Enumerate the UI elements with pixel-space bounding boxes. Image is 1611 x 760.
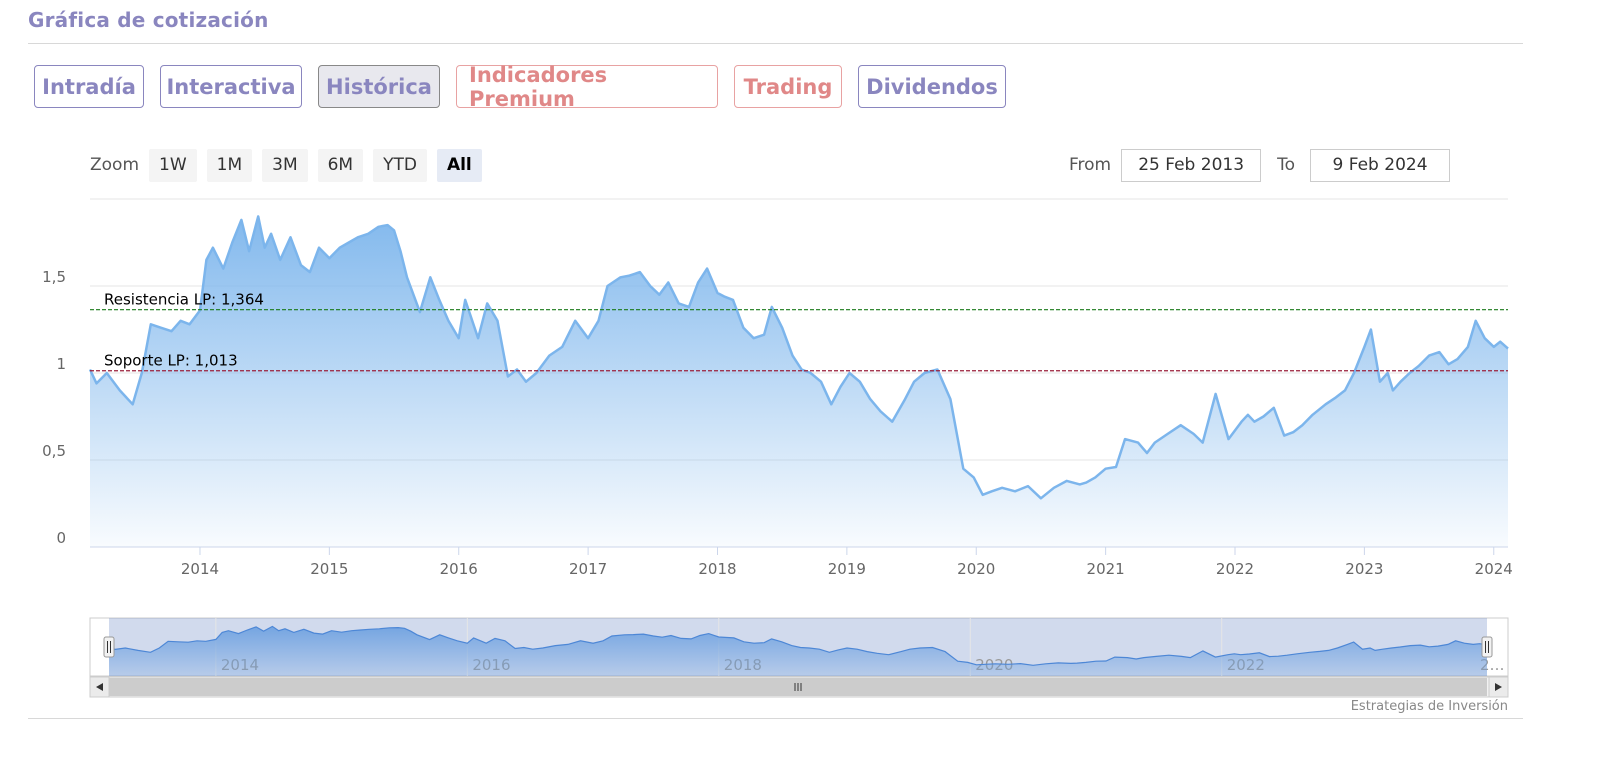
navigator-left-handle[interactable] — [103, 636, 115, 658]
scroll-right-arrow-icon — [1495, 683, 1502, 691]
date-range: From 25 Feb 2013 To 9 Feb 2024 — [1069, 148, 1451, 182]
navigator: 201420162018202020222… — [89, 617, 1509, 698]
navigator-right-handle[interactable] — [1481, 636, 1493, 658]
tab-indicadores-premium[interactable]: Indicadores Premium — [456, 63, 718, 111]
tab-intradia[interactable]: Intradía — [34, 65, 144, 108]
x-tick-label: 2021 — [1087, 560, 1125, 578]
resistance-label: Resistencia LP: 1,364 — [104, 291, 264, 309]
x-tick-label: 2024 — [1475, 560, 1513, 578]
chart-tabs: Intradía Interactiva Histórica Indicador… — [34, 63, 1022, 111]
y-axis: 0 0,5 1 1,5 — [42, 268, 66, 547]
x-tick-label: 2020 — [957, 560, 995, 578]
x-tick-label: 2016 — [440, 560, 478, 578]
to-date-input[interactable]: 9 Feb 2024 — [1310, 148, 1451, 182]
series-line — [88, 215, 1509, 500]
plot-area — [88, 215, 1509, 547]
tab-interactiva[interactable]: Interactiva — [160, 65, 302, 108]
from-date-input[interactable]: 25 Feb 2013 — [1121, 148, 1262, 182]
to-label: To — [1277, 155, 1296, 175]
credits[interactable]: Estrategias de Inversión — [1350, 699, 1508, 714]
handle-body — [1481, 636, 1493, 658]
navigator-line — [108, 625, 1488, 666]
tab-historica[interactable]: Histórica — [318, 65, 440, 108]
navigator-scrollbar[interactable] — [89, 676, 1509, 698]
tab-dividendos[interactable]: Dividendos — [858, 65, 1006, 108]
y-tick-label: 0,5 — [42, 442, 66, 460]
x-tick-label: 2022 — [1216, 560, 1254, 578]
tab-trading[interactable]: Trading — [734, 65, 842, 108]
section-title: Gráfica de cotización — [28, 8, 269, 32]
bottom-divider — [28, 718, 1523, 719]
handle-body — [103, 636, 115, 658]
scroll-left-arrow-icon — [96, 683, 103, 691]
x-tick-label: 2018 — [698, 560, 736, 578]
x-tick-label: 2015 — [310, 560, 348, 578]
annotations: Resistencia LP: 1,364 Soporte LP: 1,013 — [90, 291, 1508, 372]
y-tick-label: 0 — [56, 529, 66, 547]
zoom-bar: Zoom 1W 1M 3M 6M YTD All — [90, 148, 492, 182]
support-label: Soporte LP: 1,013 — [104, 352, 238, 370]
zoom-all-button[interactable]: All — [436, 148, 482, 182]
x-axis: 2014 2015 2016 2017 2018 2019 2020 2021 2022 2023… — [90, 546, 1513, 578]
x-tick-label: 2014 — [181, 560, 219, 578]
series-area — [90, 216, 1508, 547]
y-tick-label: 1 — [56, 355, 66, 373]
x-tick-label: 2023 — [1345, 560, 1383, 578]
zoom-label: Zoom — [90, 155, 140, 175]
zoom-6m-button[interactable]: 6M — [317, 148, 364, 182]
zoom-1m-button[interactable]: 1M — [206, 148, 253, 182]
y-tick-label: 1,5 — [42, 268, 66, 286]
title-divider — [28, 43, 1523, 44]
x-tick-label: 2019 — [828, 560, 866, 578]
navigator-area — [109, 626, 1487, 676]
zoom-ytd-button[interactable]: YTD — [373, 148, 427, 182]
x-tick-label: 2017 — [569, 560, 607, 578]
from-label: From — [1069, 155, 1112, 175]
zoom-1w-button[interactable]: 1W — [149, 148, 197, 182]
zoom-3m-button[interactable]: 3M — [262, 148, 308, 182]
